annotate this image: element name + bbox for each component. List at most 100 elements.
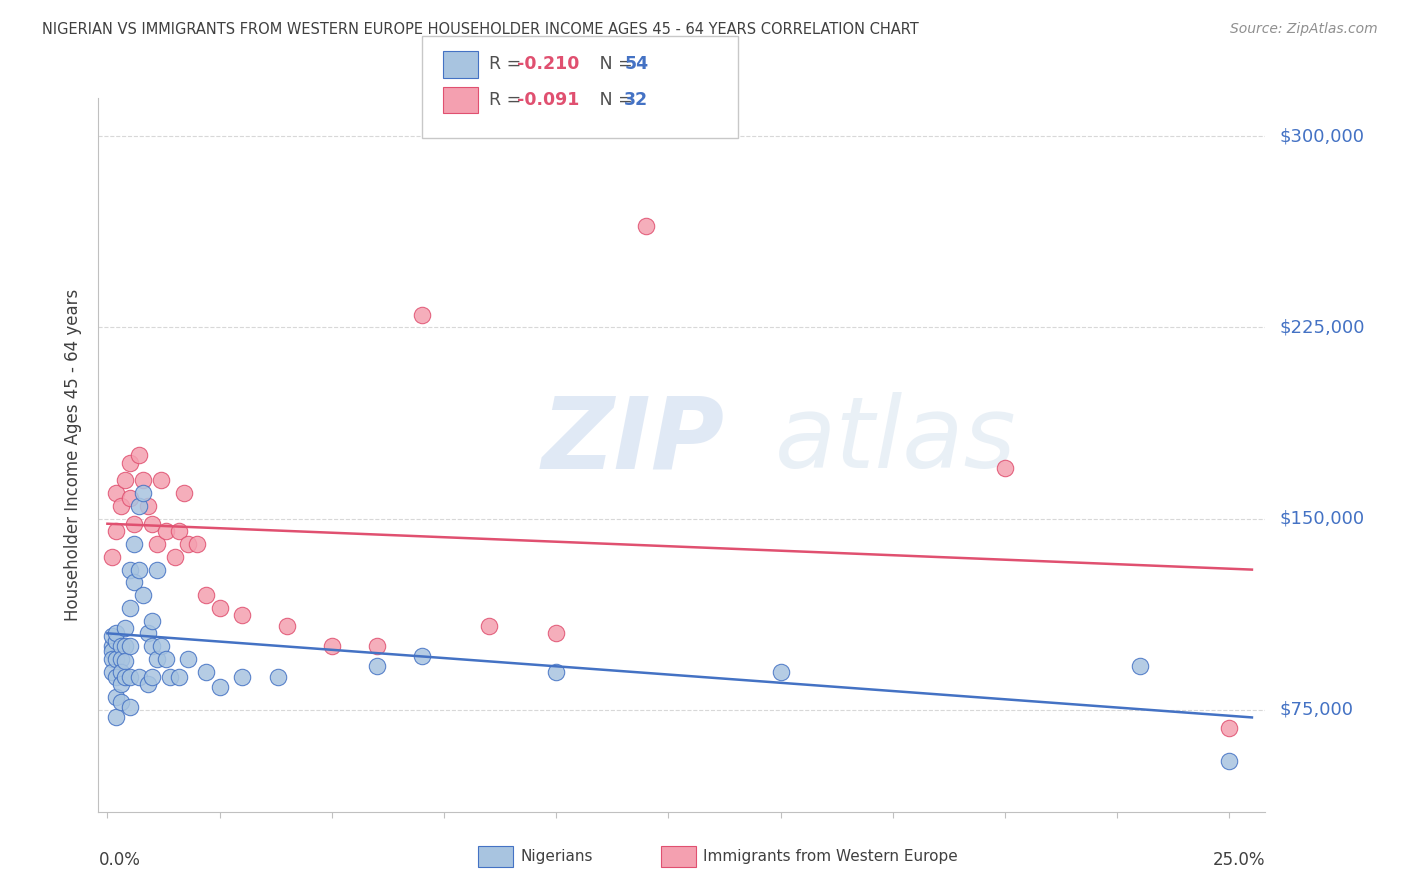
Point: [101, 639, 124, 653]
Text: $150,000: $150,000: [1279, 509, 1364, 528]
Point: [128, 499, 150, 513]
Point: [118, 563, 141, 577]
Point: [208, 680, 231, 694]
Point: [101, 665, 124, 679]
Point: [136, 499, 159, 513]
Point: [155, 652, 177, 666]
Point: [105, 486, 128, 500]
Point: [105, 524, 128, 539]
Text: -0.210: -0.210: [517, 55, 579, 73]
Point: [124, 516, 146, 531]
Point: [101, 644, 124, 658]
Point: [366, 659, 388, 673]
Point: [1129, 659, 1152, 673]
Point: [118, 670, 141, 684]
Text: NIGERIAN VS IMMIGRANTS FROM WESTERN EUROPE HOUSEHOLDER INCOME AGES 45 - 64 YEARS: NIGERIAN VS IMMIGRANTS FROM WESTERN EURO…: [42, 22, 920, 37]
Point: [114, 621, 136, 635]
Point: [101, 549, 124, 564]
Point: [105, 690, 128, 704]
Point: [105, 626, 128, 640]
Point: [118, 491, 141, 506]
Point: [195, 665, 218, 679]
Text: ZIP: ZIP: [541, 392, 725, 489]
Point: [110, 639, 132, 653]
Point: [146, 563, 169, 577]
Point: [114, 474, 136, 488]
Point: [128, 563, 150, 577]
Point: [231, 608, 253, 623]
Point: [1218, 754, 1240, 768]
Point: [150, 474, 173, 488]
Point: [132, 486, 155, 500]
Text: 54: 54: [624, 55, 648, 73]
Point: [478, 618, 501, 632]
Point: [195, 588, 218, 602]
Point: [110, 499, 132, 513]
Point: [101, 652, 124, 666]
Point: [994, 460, 1017, 475]
Point: [411, 649, 433, 664]
Point: [110, 695, 132, 709]
Point: [118, 700, 141, 714]
Point: [136, 626, 159, 640]
Point: [118, 600, 141, 615]
Point: [141, 516, 163, 531]
Y-axis label: Householder Income Ages 45 - 64 years: Householder Income Ages 45 - 64 years: [65, 289, 83, 621]
Text: N =: N =: [583, 91, 638, 109]
Point: [124, 537, 146, 551]
Point: [114, 670, 136, 684]
Point: [411, 308, 433, 322]
Point: [276, 618, 298, 632]
Point: [163, 549, 186, 564]
Point: [128, 448, 150, 462]
Point: [105, 634, 128, 648]
Text: $225,000: $225,000: [1279, 318, 1365, 336]
Point: [114, 639, 136, 653]
Point: [110, 677, 132, 691]
Point: [101, 629, 124, 643]
Point: [141, 639, 163, 653]
Point: [105, 652, 128, 666]
Point: [150, 639, 173, 653]
Point: [141, 614, 163, 628]
Point: [177, 652, 200, 666]
Point: [321, 639, 343, 653]
Point: [173, 486, 195, 500]
Point: [105, 710, 128, 724]
Point: [155, 524, 177, 539]
Text: Nigerians: Nigerians: [520, 849, 593, 863]
Text: atlas: atlas: [775, 392, 1017, 489]
Text: 0.0%: 0.0%: [98, 851, 141, 869]
Point: [186, 537, 208, 551]
Point: [110, 652, 132, 666]
Text: R =: R =: [489, 55, 527, 73]
Point: [167, 524, 190, 539]
Point: [1218, 721, 1240, 735]
Point: [118, 639, 141, 653]
Text: 25.0%: 25.0%: [1213, 851, 1265, 869]
Point: [128, 670, 150, 684]
Point: [159, 670, 181, 684]
Text: Source: ZipAtlas.com: Source: ZipAtlas.com: [1230, 22, 1378, 37]
Point: [366, 639, 388, 653]
Point: [124, 575, 146, 590]
Point: [769, 665, 792, 679]
Point: [114, 654, 136, 668]
Text: Immigrants from Western Europe: Immigrants from Western Europe: [703, 849, 957, 863]
Point: [105, 670, 128, 684]
Point: [546, 665, 568, 679]
Point: [110, 665, 132, 679]
Point: [167, 670, 190, 684]
Point: [231, 670, 253, 684]
Text: -0.091: -0.091: [517, 91, 579, 109]
Text: $300,000: $300,000: [1279, 128, 1364, 145]
Point: [132, 474, 155, 488]
Point: [118, 456, 141, 470]
Point: [136, 677, 159, 691]
Point: [146, 537, 169, 551]
Point: [132, 588, 155, 602]
Point: [146, 652, 169, 666]
Text: N =: N =: [583, 55, 638, 73]
Text: R =: R =: [489, 91, 527, 109]
Point: [267, 670, 290, 684]
